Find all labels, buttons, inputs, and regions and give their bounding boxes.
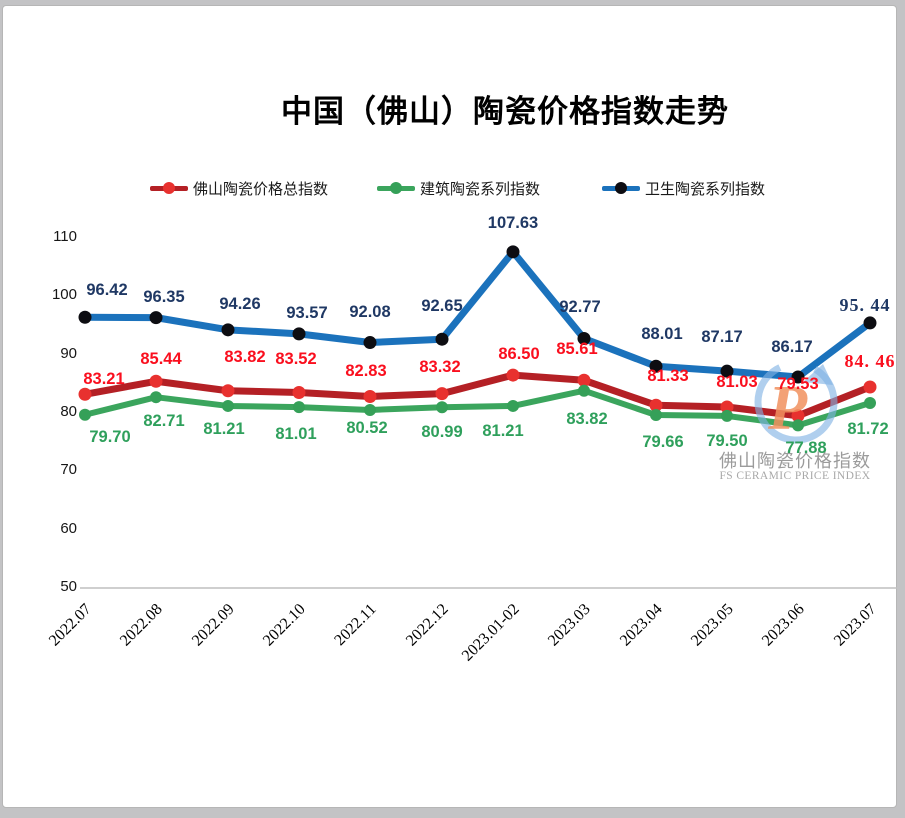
- legend-dot-swatch: [163, 182, 175, 194]
- data-point-sanitary-index-2023.06: [791, 370, 805, 384]
- data-point-building-index-2023.07: [864, 396, 876, 409]
- data-point-sanitary-index-2023.01-02: [506, 245, 520, 259]
- data-point-total-index-2022.08: [149, 374, 163, 388]
- watermark-cn-text: 佛山陶瓷价格指数: [719, 451, 871, 471]
- legend-dot-swatch: [615, 182, 627, 194]
- legend-dot-swatch: [390, 182, 402, 194]
- data-point-total-index-2022.07: [78, 387, 92, 401]
- legend-item-total-index: 佛山陶瓷价格总指数: [150, 180, 329, 198]
- data-point-sanitary-index-2022.09: [221, 323, 235, 337]
- data-point-sanitary-index-2023.07: [863, 316, 877, 330]
- data-point-total-index-2023.05: [720, 400, 734, 414]
- data-point-building-index-2022.11: [364, 403, 376, 416]
- data-point-sanitary-index-2023.05: [720, 364, 734, 378]
- legend-item-sanitary-index: 卫生陶瓷系列指数: [602, 180, 766, 198]
- data-point-sanitary-index-2022.08: [149, 311, 163, 325]
- data-point-sanitary-index-2022.11: [363, 336, 377, 350]
- series-line-sanitary-index: [81, 248, 874, 381]
- series-line-building-index: [82, 387, 873, 429]
- data-point-sanitary-index-2022.12: [435, 332, 449, 346]
- legend-marker-sanitary-index-icon: [602, 180, 640, 196]
- data-point-building-index-2022.07: [79, 408, 91, 421]
- data-point-total-index-2022.09: [221, 384, 235, 398]
- data-point-sanitary-index-2023.03: [577, 332, 591, 346]
- watermark-en-text: FS CERAMIC PRICE INDEX: [719, 470, 871, 482]
- data-point-total-index-2022.10: [292, 385, 306, 399]
- data-point-total-index-2023.01-02: [506, 368, 520, 382]
- data-point-sanitary-index-2023.04: [649, 359, 663, 373]
- legend-label-building-index: 建筑陶瓷系列指数: [420, 180, 541, 198]
- data-point-total-index-2023.06: [791, 409, 805, 423]
- legend-item-building-index: 建筑陶瓷系列指数: [377, 180, 541, 198]
- legend-label-total-index: 佛山陶瓷价格总指数: [193, 180, 329, 198]
- data-point-total-index-2023.04: [649, 398, 663, 412]
- logo-arrowhead-icon: [803, 364, 833, 385]
- data-point-total-index-2022.12: [435, 387, 449, 401]
- data-point-building-index-2023.05: [721, 409, 733, 422]
- data-point-building-index-2023.03: [578, 384, 590, 397]
- data-point-sanitary-index-2022.07: [78, 310, 92, 324]
- logo-ring-arrow-icon: [754, 364, 838, 444]
- data-point-total-index-2023.03: [577, 373, 591, 387]
- data-point-sanitary-index-2022.10: [292, 327, 306, 341]
- data-point-building-index-2022.12: [436, 401, 448, 414]
- data-point-building-index-2022.09: [222, 399, 234, 412]
- legend-marker-total-index-icon: [150, 180, 188, 196]
- data-point-total-index-2023.07: [863, 380, 877, 394]
- data-point-building-index-2023.01-02: [507, 399, 519, 412]
- legend-marker-building-index-icon: [377, 180, 415, 196]
- data-point-building-index-2023.04: [650, 408, 662, 421]
- data-point-total-index-2022.11: [363, 389, 377, 403]
- series-line-total-index: [81, 371, 874, 420]
- watermark-logo: P: [754, 364, 838, 444]
- data-point-building-index-2023.06: [792, 419, 804, 432]
- chart-title: 中国（佛山）陶瓷价格指数走势: [281, 94, 729, 129]
- legend-label-sanitary-index: 卫生陶瓷系列指数: [645, 180, 766, 198]
- data-point-building-index-2022.08: [150, 391, 162, 404]
- logo-letter: P: [767, 372, 808, 443]
- data-point-building-index-2022.10: [293, 401, 305, 414]
